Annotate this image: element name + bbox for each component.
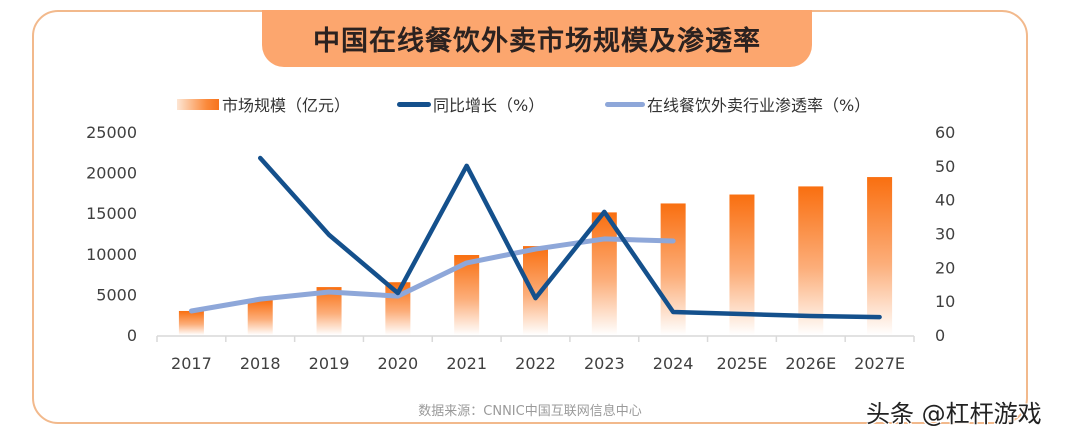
watermark: 头条 @杠杆游戏 (866, 400, 1042, 428)
bar-2023 (591, 212, 617, 335)
legend-item-growth: 同比增长（%） (397, 92, 544, 116)
left-axis: 0 5000 10000 15000 20000 25000 (86, 123, 137, 345)
right-tick-label: 40 (935, 191, 955, 210)
line-series (188, 155, 882, 320)
left-tick-label: 15000 (86, 204, 137, 223)
x-tick-label: 2024 (653, 354, 694, 373)
legend-label-market-size: 市场规模（亿元） (222, 96, 351, 115)
left-tick-label: 5000 (96, 285, 137, 304)
legend-swatch-penetration (605, 101, 645, 107)
right-tick-label: 10 (935, 292, 955, 311)
x-tick-label: 2027E (854, 354, 905, 373)
legend-label-growth: 同比增长（%） (433, 96, 545, 115)
bar-series (178, 177, 893, 335)
legend-item-market-size: 市场规模（亿元） (177, 92, 350, 116)
right-tick-label: 50 (935, 157, 955, 176)
left-tick-label: 0 (127, 326, 137, 345)
x-tick-label: 2020 (378, 354, 419, 373)
chart-card (32, 10, 1028, 424)
right-tick-label: 0 (935, 326, 945, 345)
x-tick-label: 2022 (515, 354, 556, 373)
x-tick-label: 2018 (240, 354, 281, 373)
line-penetration (188, 236, 676, 314)
bar-2024 (660, 203, 686, 335)
x-tick-label: 2025E (717, 354, 768, 373)
right-axis: 0 10 20 30 40 50 60 (935, 123, 955, 345)
left-tick-label: 25000 (86, 123, 137, 142)
line-growth (257, 155, 882, 320)
chart-legend: 市场规模（亿元） 同比增长（%） 在线餐饮外卖行业渗透率（%） (0, 92, 1080, 116)
left-tick-label: 10000 (86, 245, 137, 264)
bar-2027E (867, 177, 893, 335)
x-axis: 2017 2018 2019 2020 2021 2022 2023 2024 2025E 202… (156, 335, 915, 373)
chart-title: 中国在线餐饮外卖市场规模及渗透率 (262, 10, 812, 67)
legend-swatch-growth (397, 101, 431, 107)
data-source: 数据来源：CNNIC中国互联网信息中心 (418, 404, 642, 419)
bar-2026E (798, 186, 824, 335)
x-tick-label: 2023 (584, 354, 625, 373)
left-tick-label: 20000 (86, 164, 137, 183)
right-tick-label: 20 (935, 258, 955, 277)
x-tick-label: 2026E (785, 354, 836, 373)
x-tick-label: 2021 (446, 354, 487, 373)
bar-2018 (247, 300, 273, 335)
right-tick-label: 60 (935, 123, 955, 142)
bar-2017 (178, 310, 204, 335)
legend-item-penetration: 在线餐饮外卖行业渗透率（%） (605, 92, 870, 116)
x-tick-label: 2017 (171, 354, 212, 373)
legend-label-penetration: 在线餐饮外卖行业渗透率（%） (647, 96, 871, 115)
right-tick-label: 30 (935, 225, 955, 244)
x-tick-label: 2019 (309, 354, 350, 373)
legend-swatch-bar (177, 98, 219, 110)
